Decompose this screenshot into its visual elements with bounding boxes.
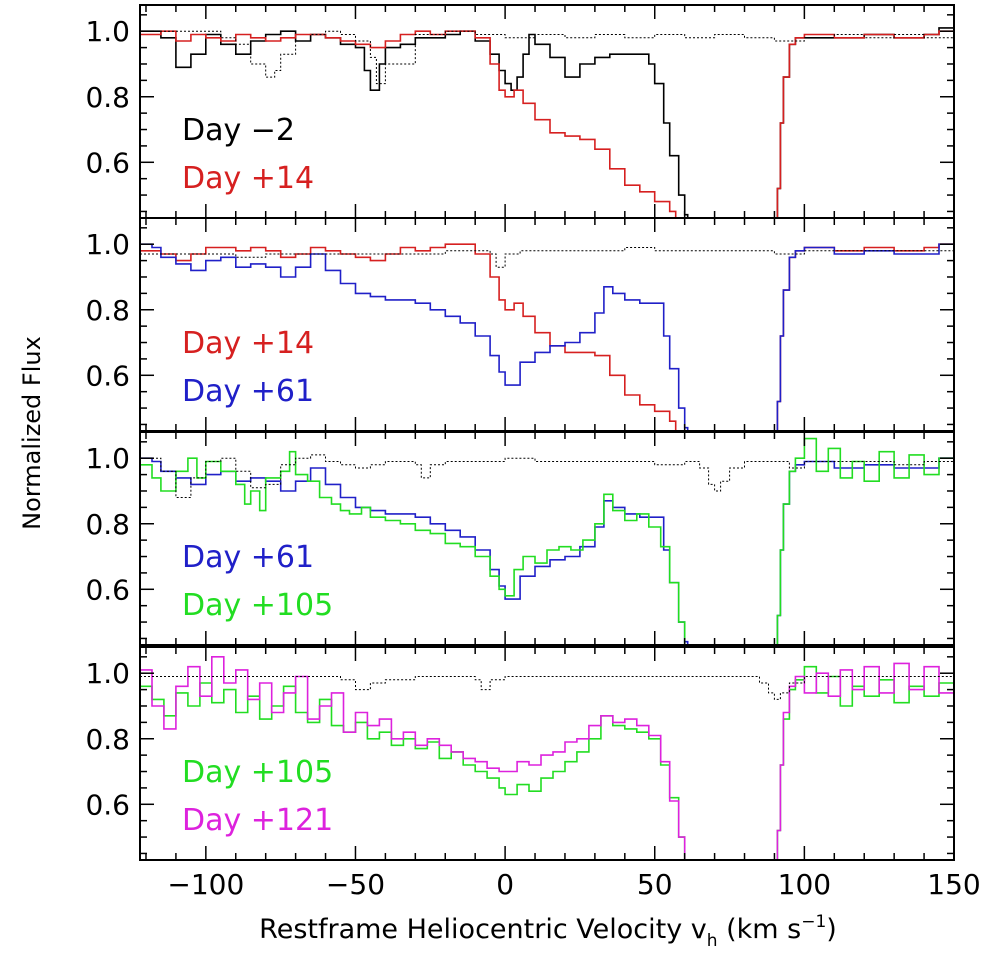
panel-2: 0.6 0.8 1.0 Day +14 Day +61 xyxy=(85,217,955,432)
y-tick-label: 0.6 xyxy=(85,573,130,606)
telluric-line xyxy=(140,676,954,700)
legend-entry: Day +61 xyxy=(182,540,314,575)
panel-frame xyxy=(139,646,955,861)
legend-entry: Day +61 xyxy=(182,374,314,409)
x-tick-label: 50 xyxy=(637,868,673,901)
x-axis-label-sub: h xyxy=(707,931,718,951)
panel-frame xyxy=(139,431,955,646)
legend-entry: Day −2 xyxy=(182,113,295,148)
panel-plot-area xyxy=(140,656,954,860)
y-tick-label: 0.6 xyxy=(85,146,130,179)
x-tick-label: 100 xyxy=(778,868,831,901)
x-axis-label-main: Restframe Heliocentric Velocity v xyxy=(259,914,707,945)
telluric-line xyxy=(140,454,954,498)
x-axis-label: Restframe Heliocentric Velocity vh (km s… xyxy=(259,912,837,951)
x-axis-label-sup: −1 xyxy=(801,912,826,932)
series-line-day-61 xyxy=(140,243,954,431)
y-tick-label: 0.6 xyxy=(85,788,130,821)
series-line-day-14 xyxy=(140,30,954,218)
telluric-line xyxy=(140,30,954,85)
y-axis-label: Normalized Flux xyxy=(18,336,46,530)
y-tick-label: 1.0 xyxy=(85,657,130,690)
x-axis-label-unit-open: (km s xyxy=(718,914,802,945)
legend-entry: Day +14 xyxy=(182,161,314,196)
legend-entry: Day +121 xyxy=(182,803,333,838)
axis-labels: Normalized Flux Restframe Heliocentric V… xyxy=(18,336,837,951)
panels-group: 0.6 0.8 1.0 Day −2 Day +14 0.6 0.8 1.0 Day +14 Da… xyxy=(85,4,981,901)
y-tick-label: 1.0 xyxy=(85,442,130,475)
panel-plot-area xyxy=(140,243,954,431)
y-tick-label: 0.6 xyxy=(85,359,130,392)
x-tick-labels: −100 −50 0 50 100 150 xyxy=(167,868,980,901)
legend-entry: Day +105 xyxy=(182,588,333,623)
x-tick-label: −50 xyxy=(326,868,385,901)
legend-entry: Day +105 xyxy=(182,755,333,790)
x-tick-label: 150 xyxy=(927,868,980,901)
y-tick-label: 1.0 xyxy=(85,228,130,261)
y-tick-label: 1.0 xyxy=(85,15,130,48)
y-tick-label: 0.8 xyxy=(85,294,130,327)
x-axis-label-unit-close: ) xyxy=(826,914,837,945)
y-tick-label: 0.8 xyxy=(85,81,130,114)
x-tick-label: 0 xyxy=(496,868,514,901)
x-tick-label: −100 xyxy=(167,868,244,901)
telluric-line xyxy=(140,247,954,268)
series-line-day-121 xyxy=(140,656,954,860)
legend-entry: Day +14 xyxy=(182,326,314,361)
panel-1: 0.6 0.8 1.0 Day −2 Day +14 xyxy=(85,4,955,219)
panel-4: 0.6 0.8 1.0 Day +105 Day +121 xyxy=(85,646,955,861)
panel-plot-area xyxy=(140,27,954,218)
y-tick-label: 0.8 xyxy=(85,508,130,541)
panel-3: 0.6 0.8 1.0 Day +61 Day +105 xyxy=(85,431,955,646)
y-tick-label: 0.8 xyxy=(85,723,130,756)
